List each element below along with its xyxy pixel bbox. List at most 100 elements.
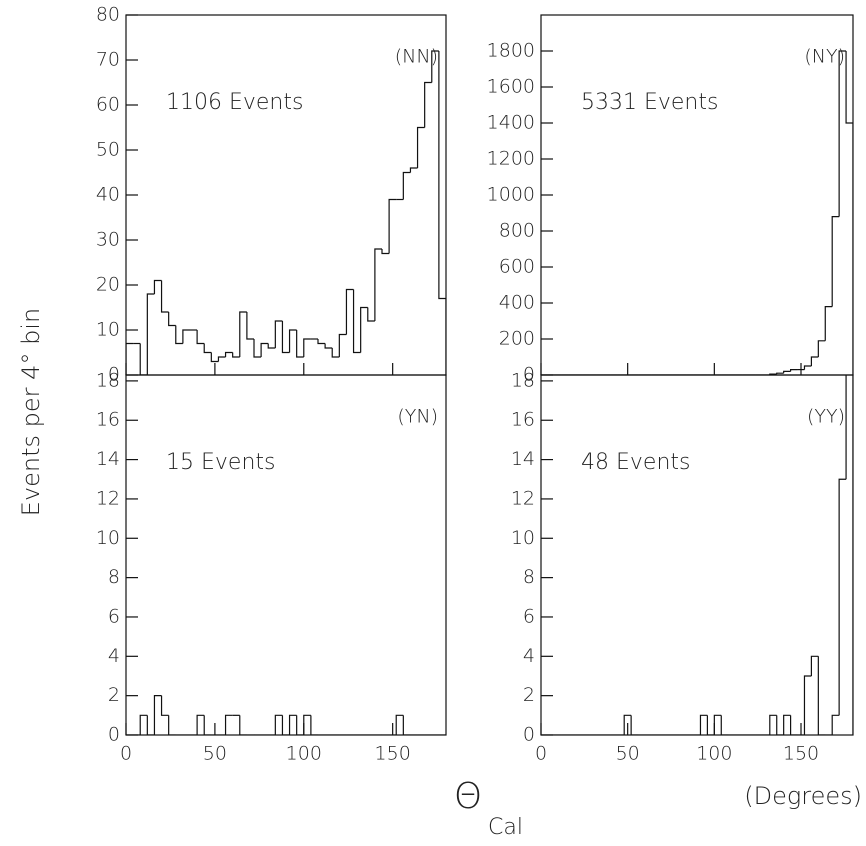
y-tick-label: 14 (511, 448, 535, 470)
x-tick-label: 50 (203, 743, 227, 765)
histogram-bin (331, 348, 340, 358)
y-tick-label: 1800 (487, 40, 535, 62)
y-tick-label: 4 (523, 645, 535, 667)
histogram-bin (253, 339, 262, 358)
histogram-bin (310, 715, 318, 735)
histogram-bin (303, 338, 311, 357)
histogram-bin (160, 695, 169, 716)
histogram-bin (803, 675, 812, 735)
histogram-bin (803, 365, 812, 370)
event-count: 1106 Events (166, 90, 303, 115)
histogram-bin (838, 478, 847, 716)
histogram-bin (345, 288, 354, 335)
y-tick-label: 12 (96, 487, 120, 509)
y-tick-label: 200 (499, 328, 535, 350)
y-tick-label: 14 (96, 448, 120, 470)
histogram-bin (776, 715, 784, 735)
histogram-bin (845, 51, 853, 375)
x-tick-label: 0 (120, 743, 132, 765)
event-count: 48 Events (581, 450, 690, 475)
x-axis-unit: (Degrees) (744, 782, 862, 810)
y-tick-label: 1400 (487, 112, 535, 134)
histogram-bin (374, 248, 382, 321)
y-tick-label: 0 (523, 724, 535, 746)
histogram-bin (706, 715, 715, 735)
histogram-bin (317, 339, 326, 345)
y-tick-label: 1000 (487, 184, 535, 206)
histogram-bin (296, 715, 304, 735)
histogram-bin (824, 306, 833, 341)
y-tick-label: 80 (96, 4, 120, 26)
histogram-bin (153, 695, 162, 735)
histogram-bin (845, 375, 853, 735)
histogram-bin (239, 311, 247, 357)
histogram-bin (126, 342, 134, 375)
y-tick-label: 2 (108, 684, 120, 706)
event-count: 15 Events (166, 450, 275, 475)
y-tick-label: 2 (523, 684, 535, 706)
y-tick-label: 6 (523, 605, 535, 627)
y-tick-label: 600 (499, 256, 535, 278)
y-tick-label: 60 (96, 94, 120, 116)
histogram-bin (267, 343, 276, 349)
histogram-bin (720, 715, 729, 735)
y-tick-label: 16 (511, 409, 535, 431)
histogram-bin (146, 293, 155, 375)
event-count: 5331 Events (581, 90, 718, 115)
y-tick-label: 18 (96, 369, 120, 391)
histogram-bin (139, 714, 148, 735)
histogram-bin (395, 714, 404, 735)
histogram-bin (713, 714, 722, 735)
histogram-bin (296, 330, 304, 358)
histogram-bin (409, 167, 418, 173)
y-tick-label: 40 (96, 184, 120, 206)
y-tick-label: 10 (96, 527, 120, 549)
y-tick-label: 0 (108, 724, 120, 746)
histogram-bin (424, 81, 432, 128)
y-tick-label: 0 (523, 364, 535, 386)
y-tick-label: 8 (523, 566, 535, 588)
histogram-bin (790, 369, 798, 372)
histogram-bin (360, 306, 368, 353)
y-tick-label: 20 (96, 274, 120, 296)
histogram-bin (146, 715, 155, 735)
histogram-bin (776, 372, 784, 375)
histogram-bin (224, 351, 233, 357)
histogram-bin (388, 198, 397, 254)
histogram-bin (288, 329, 297, 353)
x-axis-symbol: Θ (454, 776, 482, 817)
panel-annotation: (YY) (807, 406, 845, 428)
x-tick-label: 150 (783, 743, 819, 765)
y-tick-label: 10 (511, 527, 535, 549)
y-tick-label: 1200 (487, 148, 535, 170)
y-tick-label: 30 (96, 229, 120, 251)
histogram-bin (175, 325, 183, 345)
y-tick-label: 6 (108, 605, 120, 627)
histogram-bin (203, 715, 212, 735)
panel-frame (540, 14, 854, 376)
y-tick-label: 800 (499, 220, 535, 242)
histogram-bin (281, 321, 290, 354)
histogram-bin (783, 370, 791, 374)
x-tick-label: 100 (696, 743, 732, 765)
histogram-bin (338, 333, 347, 357)
histogram-bin (239, 715, 247, 735)
panel (126, 695, 446, 735)
histogram-bin (217, 356, 226, 362)
histogram-bin (381, 249, 390, 255)
panel-annotation: (YN) (397, 406, 438, 428)
panel-frame (125, 374, 447, 736)
histogram-bin (402, 171, 411, 200)
panel-annotation: (NY) (804, 46, 845, 68)
histogram-bin (402, 715, 411, 735)
histogram-bin (438, 51, 446, 375)
x-tick-label: 100 (286, 743, 322, 765)
panel (541, 50, 853, 375)
y-tick-label: 0 (108, 364, 120, 386)
y-axis-label: Events per 4° bin (17, 308, 45, 516)
histogram-bin (623, 714, 632, 735)
histogram-bin (699, 714, 708, 735)
y-tick-label: 18 (511, 369, 535, 391)
histogram-bin (352, 289, 361, 354)
